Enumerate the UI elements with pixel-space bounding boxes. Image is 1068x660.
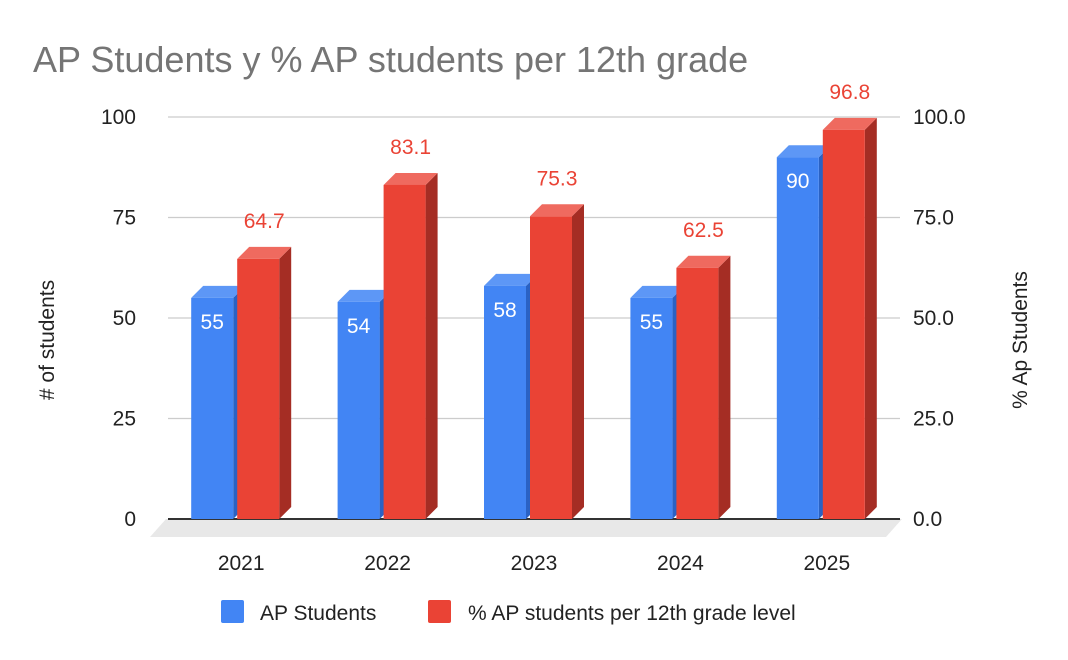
bar-front [776,157,819,519]
bar-front [630,297,673,519]
data-label-students: 58 [493,299,516,322]
bar-top [530,204,584,217]
bar-front [337,301,380,519]
bar-percent-2023 [530,204,584,519]
bar-top [630,285,685,298]
category-label: 2025 [803,552,850,575]
left-axis-ticks: 0 25 50 75 100 [101,106,136,531]
data-label-students: 90 [786,170,809,193]
bar-top [822,117,877,130]
bar-percent-2022 [383,172,438,520]
legend-item-ap-students: AP Students [221,600,376,625]
bar-top [676,255,731,268]
bar-percent-2025 [822,117,877,519]
bar-front [822,129,865,519]
left-tick-label: 100 [101,106,136,129]
bar-students-2025 [776,145,831,519]
chart-floor [150,519,902,537]
bar-top [484,273,538,286]
right-axis-label: % Ap Students [1009,271,1032,409]
bar-front [530,216,572,519]
bar-side [572,204,584,519]
right-tick-label: 75.0 [913,207,954,230]
legend-label: AP Students [260,602,376,625]
right-axis-ticks: 0.0 25.0 50.0 75.0 100.0 [913,106,966,531]
data-label-students: 55 [640,311,663,334]
bar-top [776,145,831,158]
data-label-percent: 96.8 [829,81,870,104]
bar-percent-2021 [237,246,292,519]
legend: AP Students % AP students per 12th grade … [221,600,796,625]
data-label-students: 54 [347,315,371,338]
bar-side [718,255,731,519]
right-tick-label: 25.0 [913,408,954,431]
bar-side [279,246,292,519]
right-tick-label: 100.0 [913,106,966,129]
data-labels: 55 64.7 54 83.1 58 75.3 55 62.5 90 96.8 [201,81,871,338]
right-tick-label: 50.0 [913,307,954,330]
floor-plane [150,519,902,537]
category-label: 2024 [657,552,704,575]
data-label-students: 55 [201,311,224,334]
bars [191,117,877,520]
left-tick-label: 75 [113,207,136,230]
legend-swatch [428,600,451,623]
left-tick-label: 0 [124,508,136,531]
bar-front [191,297,234,519]
left-tick-label: 25 [113,408,136,431]
legend-item-percent: % AP students per 12th grade level [428,600,796,625]
category-label: 2022 [364,552,411,575]
left-axis-label: # of students [36,280,59,400]
data-label-percent: 64.7 [244,210,285,233]
bar-side [425,172,438,520]
bar-front [237,258,280,519]
bar-side [864,117,877,519]
bar-percent-2024 [676,255,731,519]
data-label-percent: 75.3 [537,167,578,190]
left-tick-label: 50 [113,307,136,330]
data-label-percent: 62.5 [683,219,724,242]
bar-students-2022 [337,289,392,519]
bar-top [237,246,292,259]
bar-top [337,289,392,302]
category-labels: 2021 2022 2023 2024 2025 [218,552,850,575]
bar-front [383,184,426,520]
chart-title: AP Students y % AP students per 12th gra… [33,39,748,80]
data-label-percent: 83.1 [390,136,431,159]
right-tick-label: 0.0 [913,508,942,531]
bar-front [676,267,719,519]
legend-label: % AP students per 12th grade level [468,602,796,625]
category-label: 2021 [218,552,265,575]
legend-swatch [221,600,244,623]
bar-top [383,172,438,185]
category-label: 2023 [511,552,558,575]
bar-top [191,285,246,298]
bar-front [484,285,526,519]
